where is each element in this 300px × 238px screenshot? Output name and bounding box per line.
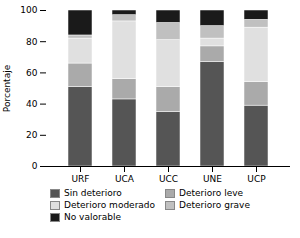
html-text:Sin deterioro: Sin deterioro — [64, 188, 122, 198]
svg-text:0: 0 — [32, 161, 38, 171]
html-text:No valorable: No valorable — [64, 212, 121, 222]
svg-text:100: 100 — [20, 5, 37, 15]
html-text:Deterioro leve: Deterioro leve — [179, 188, 244, 198]
svg-text:Porcentaje: Porcentaje — [2, 64, 12, 112]
svg-text:URF: URF — [71, 174, 89, 184]
svg-text:20: 20 — [26, 130, 38, 140]
svg-text:40: 40 — [26, 99, 38, 109]
svg-text:UCA: UCA — [115, 174, 135, 184]
svg-text:80: 80 — [26, 37, 38, 47]
svg-text:60: 60 — [26, 68, 38, 78]
html-text:Deterioro moderado: Deterioro moderado — [64, 200, 156, 210]
svg-text:UCC: UCC — [159, 174, 178, 184]
svg-text:UCP: UCP — [247, 174, 266, 184]
html-text:Deterioro grave: Deterioro grave — [179, 200, 250, 210]
svg-text:UNE: UNE — [203, 174, 222, 184]
